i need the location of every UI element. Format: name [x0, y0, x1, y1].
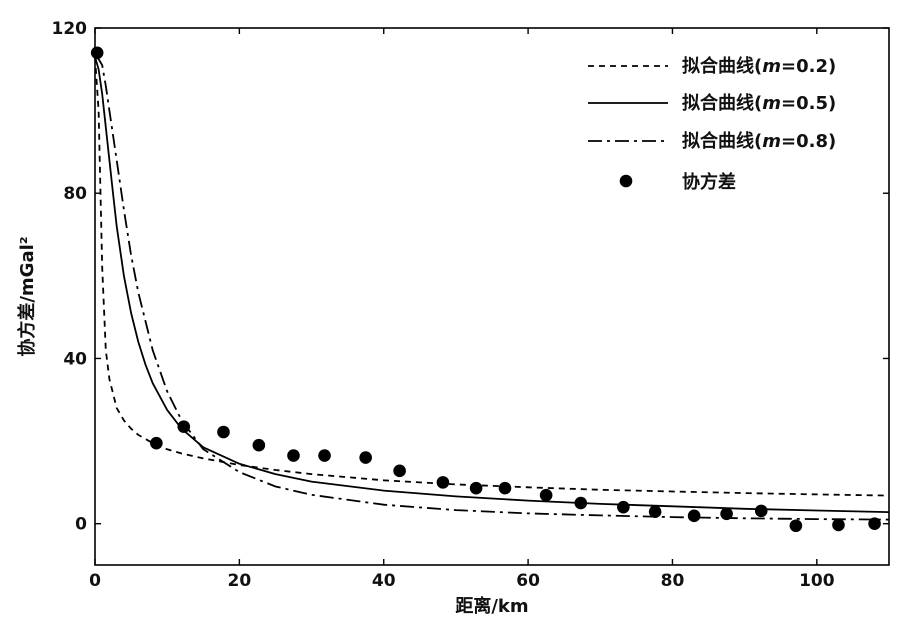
- legend-label-suffix: =0.8): [781, 131, 836, 152]
- covariance-point: [754, 504, 768, 518]
- x-tick-label: 80: [661, 571, 685, 591]
- legend-label-italic: m: [762, 131, 781, 152]
- fit-curve-line-dashdot: [94, 56, 890, 521]
- covariance-point: [252, 438, 266, 452]
- legend-label: 拟合曲线(m=0.2): [682, 55, 836, 77]
- covariance-point: [720, 507, 733, 521]
- legend: 拟合曲线(m=0.2)拟合曲线(m=0.5)拟合曲线(m=0.8)协方差: [588, 55, 836, 193]
- covariance-point: [648, 505, 662, 519]
- covariance-point: [617, 500, 630, 514]
- legend-label: 拟合曲线(m=0.5): [682, 92, 836, 114]
- x-axis-label: 距离/km: [455, 595, 528, 617]
- y-tick-label: 80: [63, 184, 87, 204]
- y-tick-label: 40: [63, 349, 87, 369]
- fit-curve-line-dashed: [94, 56, 890, 497]
- covariance-point: [539, 488, 553, 502]
- legend-label-italic: m: [762, 56, 781, 77]
- x-tick-label: 100: [799, 571, 835, 591]
- legend-label-suffix: =0.5): [781, 93, 836, 114]
- covariance-point: [90, 46, 104, 60]
- series-layer: [90, 46, 890, 533]
- covariance-point: [498, 481, 512, 495]
- x-tick-label: 20: [228, 571, 252, 591]
- covariance-point: [687, 509, 701, 523]
- legend-label-italic: m: [762, 93, 781, 114]
- covariance-point: [287, 449, 300, 462]
- plot-frame: [94, 27, 890, 566]
- fit-curve-line-solid: [94, 56, 890, 513]
- covariance-point: [868, 517, 881, 530]
- legend-label-prefix: 拟合曲线(: [682, 130, 762, 152]
- x-tick-label: 40: [372, 571, 396, 591]
- legend-label: 拟合曲线(m=0.8): [682, 130, 836, 152]
- legend-label: 协方差: [682, 171, 736, 193]
- covariance-point: [177, 420, 191, 433]
- covariance-point: [789, 519, 803, 533]
- covariance-point: [832, 518, 845, 532]
- y-tick-label: 0: [75, 515, 87, 535]
- legend-label-prefix: 拟合曲线(: [682, 55, 762, 77]
- covariance-point: [359, 451, 372, 464]
- legend-marker: [619, 174, 633, 188]
- covariance-point: [217, 425, 230, 439]
- axes: 0 20 40 60 80 100 0 40 80 120: [52, 19, 890, 591]
- covariance-point: [318, 449, 331, 462]
- y-axis-label: 协方差/mGal²: [16, 236, 38, 356]
- covariance-point: [436, 476, 450, 489]
- covariance-point: [393, 464, 406, 478]
- x-tick-label: 60: [516, 571, 540, 591]
- x-tick-label: 0: [89, 571, 101, 591]
- y-tick-label: 120: [52, 19, 88, 39]
- legend-label-prefix: 拟合曲线(: [682, 92, 762, 114]
- covariance-point: [469, 481, 483, 495]
- covariance-point: [574, 496, 588, 510]
- legend-label-suffix: =0.2): [781, 56, 836, 77]
- covariance-point: [150, 436, 163, 450]
